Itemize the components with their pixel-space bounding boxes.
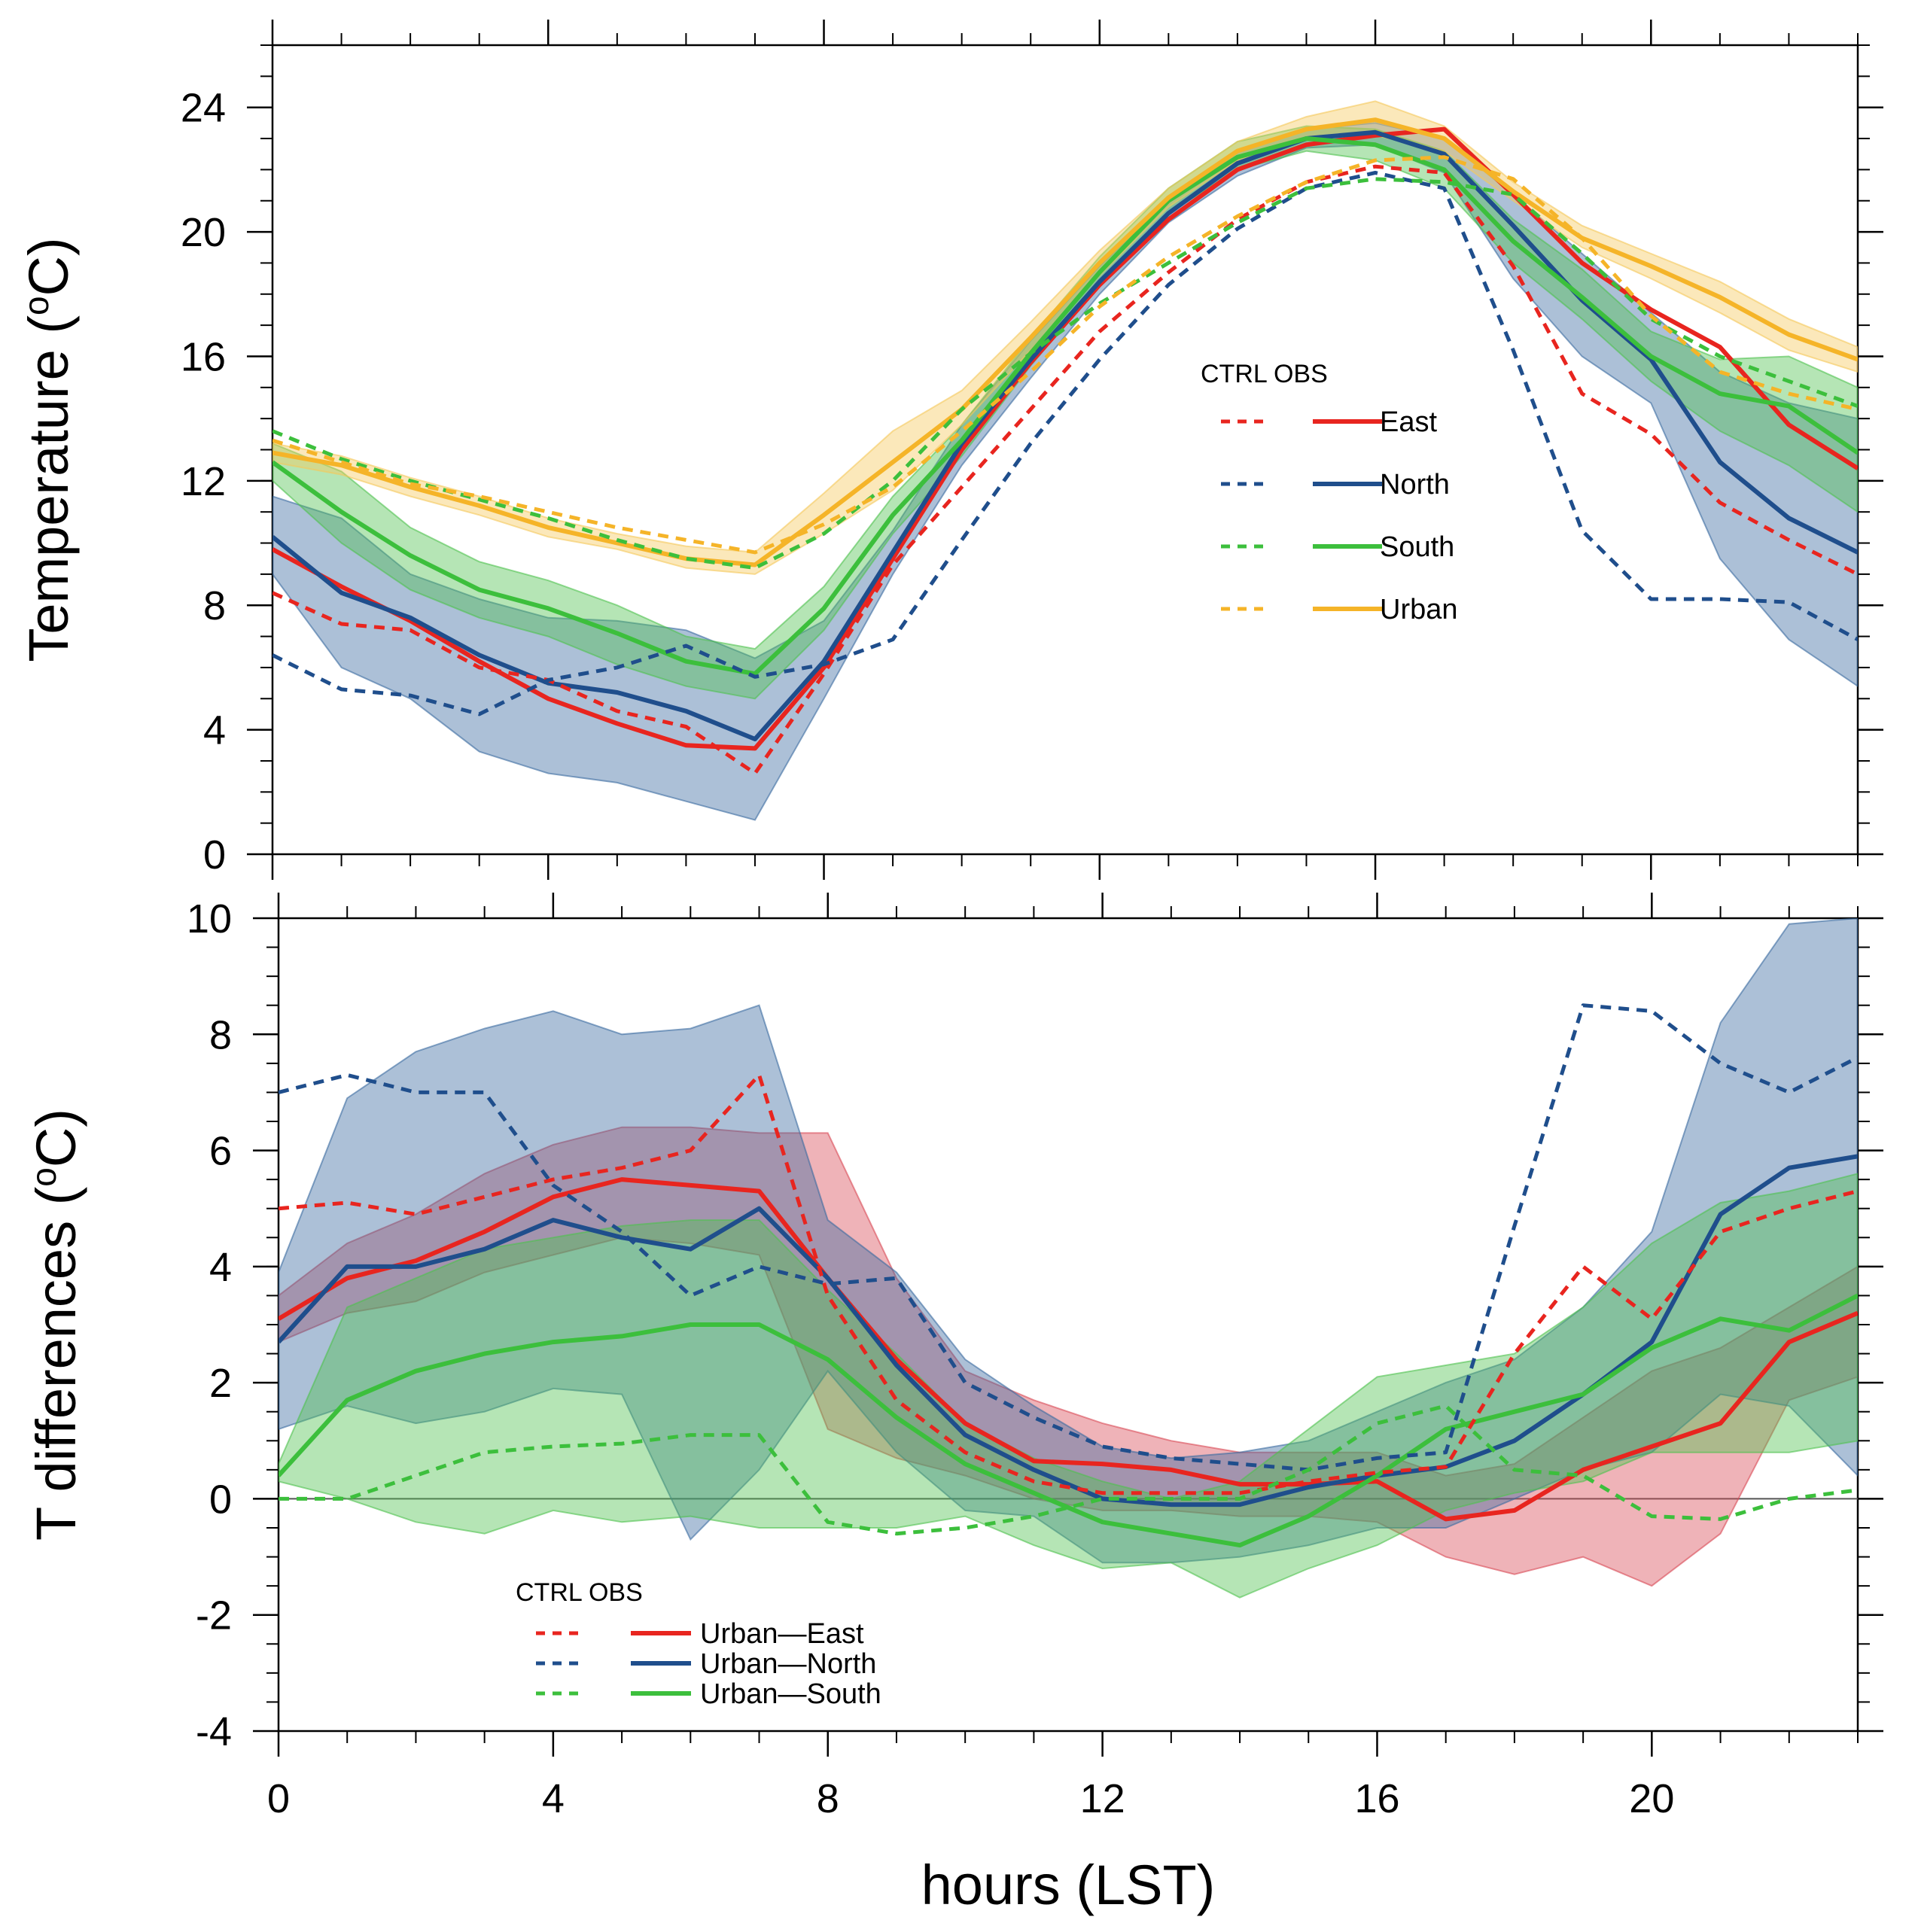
diff-band-urban-east [279,1126,1858,1587]
temp-legend-label: Urban [1380,594,1458,625]
diff-line-urban-east-obs [279,1072,1858,1495]
temp-y-tick-label: 16 [181,334,226,379]
temp-band-north [272,122,1858,821]
diff-x-tick-label: 16 [1354,1776,1399,1821]
diff-y-tick-label: 2 [209,1361,232,1406]
diff-y-tick-label: 6 [209,1129,232,1174]
diff-x-tick-label: 20 [1629,1776,1674,1821]
diff-y-tick-label: -2 [196,1593,232,1638]
diff-line-urban-south-ctrl [279,1293,1858,1548]
temp-legend-label: South [1380,531,1454,563]
temp-y-tick-label: 12 [181,459,226,504]
temp-line-north-ctrl [272,129,1858,741]
temp-plot-area [272,100,1858,821]
diff-legend-header: CTRL OBS [516,1578,643,1607]
diff-x-axis-title: hours (LST) [921,1854,1216,1916]
temp-y-tick-label: 0 [203,832,226,878]
temp-legend-label: East [1380,406,1437,438]
diff-y-tick-label: 4 [209,1245,232,1290]
temp-line-south-obs [272,177,1858,570]
diff-line-urban-east-ctrl [279,1177,1858,1522]
temp-y-tick-label: 20 [181,210,226,255]
t-differences-panel: -4 -2 0 2 4 6 8 10 0 4 8 12 16 20 T differences (oC) ho… [24,893,1883,1916]
temp-legend: CTRL OBS East North South Urban [1201,360,1458,625]
temp-band-urban [272,100,1858,575]
diff-plot-area [279,918,1858,1599]
temp-line-south-ctrl [272,136,1858,677]
diff-y-tick-label: 10 [187,896,232,942]
temp-y-tick-label: 24 [181,86,226,131]
temperature-panel: 0 4 8 12 16 20 24 Temperature (oC) CTRL OBS East N… [17,20,1883,880]
diff-y-tick-label: 8 [209,1012,232,1057]
temp-band-south [272,125,1858,700]
temp-line-north-obs [272,171,1858,717]
temp-line-urban-obs [272,155,1858,555]
temp-line-east-obs [272,164,1858,775]
diff-legend-label: Urban—East [700,1618,864,1650]
diff-y-tick-label: 0 [209,1477,232,1522]
diff-x-tick-label: 4 [542,1776,565,1821]
diff-x-tick-label: 0 [267,1776,290,1821]
temp-y-tick-label: 4 [203,708,226,753]
diff-line-urban-south-obs [279,1404,1858,1536]
diff-legend-label: Urban—South [700,1678,881,1710]
diff-y-tick-label: -4 [196,1709,232,1754]
diff-legend-label: Urban—North [700,1648,876,1680]
temp-y-axis-title: Temperature (oC) [17,237,80,662]
diff-x-tick-label: 12 [1080,1776,1125,1821]
diff-x-tick-label: 8 [817,1776,839,1821]
temp-legend-header: CTRL OBS [1201,360,1328,388]
temp-legend-label: North [1380,469,1450,500]
diff-y-axis-title: T differences (oC) [24,1109,87,1541]
temp-line-urban-ctrl [272,117,1858,567]
temp-y-tick-label: 8 [203,583,226,628]
